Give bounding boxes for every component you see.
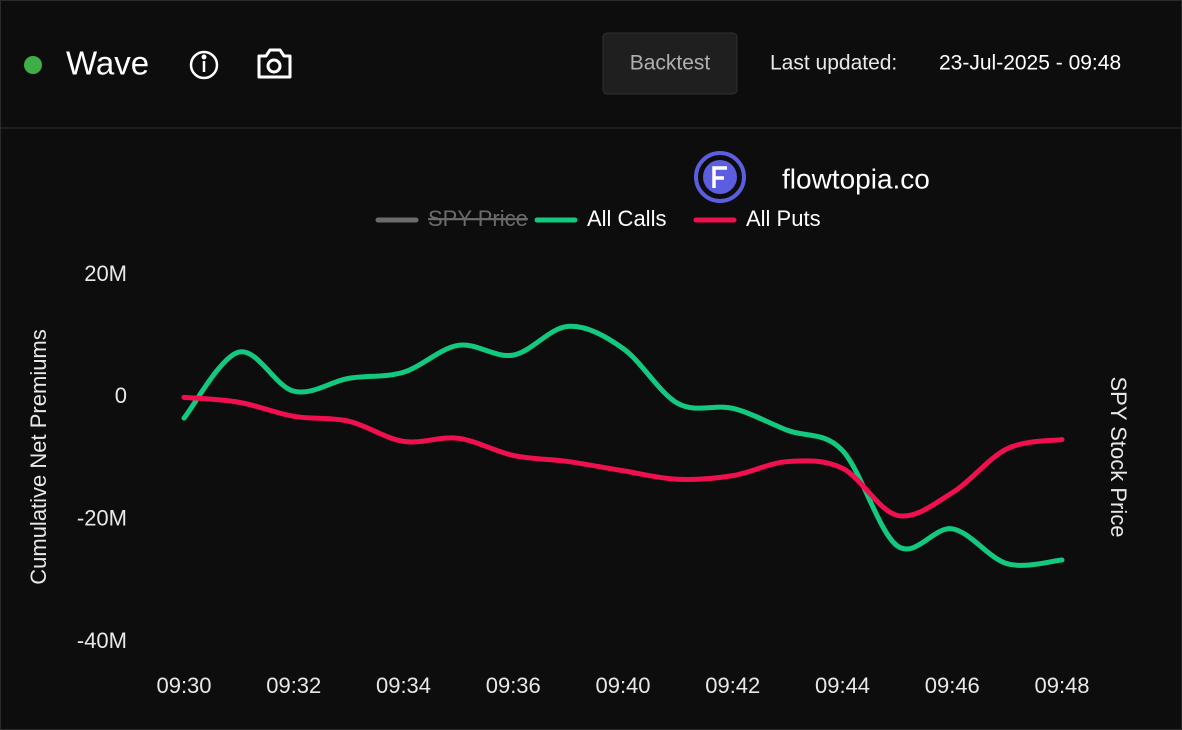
series-line — [181, 323, 1065, 568]
y-tick-label: 20M — [84, 261, 127, 286]
info-icon[interactable] — [189, 50, 219, 80]
status-dot — [24, 56, 42, 74]
x-tick-label: 09:44 — [815, 673, 870, 698]
x-tick-label: 09:30 — [156, 673, 211, 698]
x-tick-label: 09:46 — [925, 673, 980, 698]
y2-axis-label: SPY Stock Price — [1106, 377, 1131, 538]
legend-label: All Puts — [746, 206, 821, 231]
legend-label: SPY Price — [428, 206, 528, 231]
updated-label: Last updated: — [770, 52, 897, 75]
y-tick-label: -40M — [77, 628, 127, 653]
y-tick-label: 0 — [115, 383, 127, 408]
y-axis-label: Cumulative Net Premiums — [26, 329, 51, 585]
brand-logo — [694, 151, 746, 203]
x-tick-label: 09:36 — [486, 673, 541, 698]
updated-value: 23-Jul-2025 - 09:48 — [939, 52, 1121, 75]
x-tick-label: 09:40 — [595, 673, 650, 698]
backtest-button[interactable]: Backtest — [602, 32, 738, 95]
legend-label: All Calls — [587, 206, 666, 231]
x-tick-label: 09:42 — [705, 673, 760, 698]
x-tick-label: 09:34 — [376, 673, 431, 698]
button-label: Backtest — [630, 52, 711, 75]
y-tick-label: -20M — [77, 505, 127, 530]
camera-icon[interactable] — [257, 48, 292, 79]
series-line — [181, 394, 1065, 519]
title: Wave — [66, 45, 149, 82]
brand-name: flowtopia.co — [782, 163, 930, 194]
x-tick-label: 09:32 — [266, 673, 321, 698]
x-tick-label: 09:48 — [1034, 673, 1089, 698]
